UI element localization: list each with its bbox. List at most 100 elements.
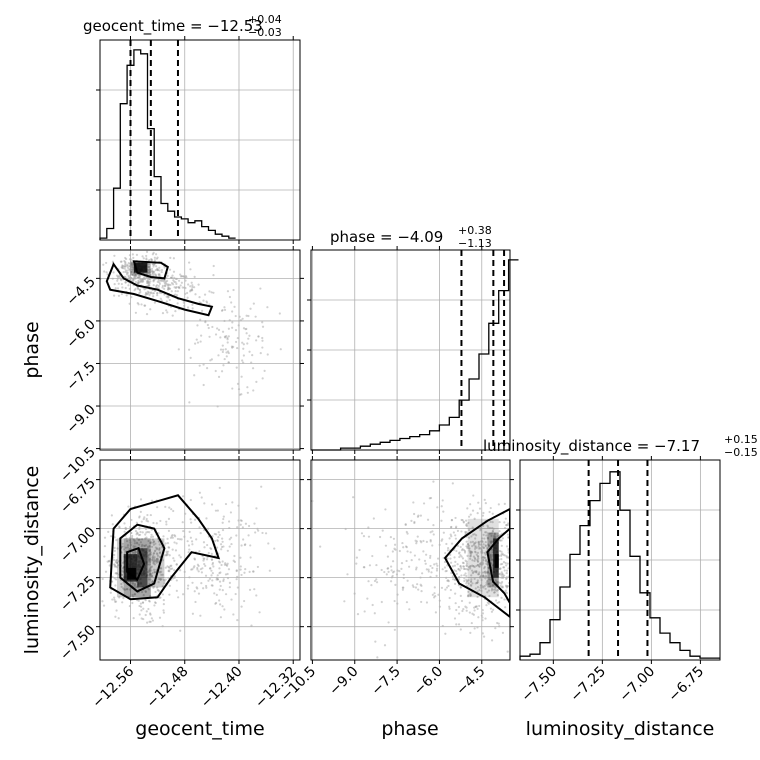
sample-point [160,573,163,576]
sample-point [427,568,430,571]
sample-point [148,531,151,534]
sample-point [149,578,152,581]
sample-point [204,564,207,567]
sample-point [158,577,162,580]
sample-point [190,281,193,284]
sample-point [164,542,167,545]
sample-point [504,606,507,609]
sample-point [423,559,427,562]
sample-point [437,557,440,560]
sample-point [194,293,197,296]
sample-point [489,556,493,560]
density-cell [487,532,499,588]
sample-point [200,496,203,499]
sample-point [175,579,178,582]
sample-point [458,551,461,554]
sample-point [141,543,144,546]
sample-point [490,562,493,565]
sample-point [476,607,479,610]
sample-point [150,259,153,262]
sample-point [151,556,154,559]
density-cell [494,554,499,568]
sample-point [200,571,203,574]
sample-point [402,586,405,589]
sample-point [194,342,197,345]
sample-point [498,581,501,584]
sample-point [490,589,493,592]
sample-point [167,284,170,287]
sample-point [471,526,474,529]
sample-point [496,601,499,605]
sample-point [166,279,169,282]
sample-point [142,617,145,621]
sample-point [471,545,474,548]
sample-point [241,341,244,344]
sample-point [468,611,471,614]
sample-point [460,599,464,603]
sample-point [165,295,168,298]
sample-point [484,541,487,544]
sample-point [449,588,452,592]
sample-point [215,533,218,536]
sample-point [210,503,214,506]
xlabel-geocent-time: geocent_time [135,718,264,740]
sample-point [210,574,213,577]
xtick-label-luminosity_distance: −7.00 [617,664,659,706]
sample-point [255,594,258,597]
sample-point [483,570,486,574]
sample-point [212,264,215,268]
sample-point [171,548,174,551]
sample-point [139,278,142,281]
sample-point [370,584,373,587]
sample-point [180,538,183,541]
sample-point [147,558,150,562]
sample-point [120,279,123,282]
sample-point [243,543,246,547]
sample-point [108,564,111,567]
scatter-cloud-geocent_time-phase [100,250,282,408]
quantile-layer [129,40,649,660]
sample-point [167,283,170,286]
sample-point [122,545,125,548]
sample-point [115,561,119,564]
sample-point [471,559,474,562]
sample-point [213,532,216,536]
sample-point [472,565,475,568]
sample-point [140,303,143,306]
sample-point [152,280,155,283]
sample-point [465,578,468,581]
sample-point [138,515,141,518]
sample-point [429,564,432,568]
sample-point [186,587,189,590]
sample-point [373,612,376,615]
sample-point [152,560,156,563]
sample-point [217,560,221,563]
sample-point [136,532,139,535]
sample-point [465,574,468,578]
sample-point [155,265,158,268]
sample-point [156,557,159,560]
sample-point [522,583,524,585]
sample-point [444,632,447,635]
sample-point [214,509,218,512]
sample-point [113,283,116,286]
sample-point [148,268,151,271]
sample-point [167,529,171,532]
sample-point [226,338,229,341]
sample-point [463,574,466,577]
sample-point [494,627,497,630]
sample-point [453,617,457,620]
sample-point [241,317,244,320]
sample-point [147,553,150,556]
sample-point [481,514,485,517]
sample-point [211,584,214,587]
sample-point [158,266,161,269]
sample-point [152,562,155,565]
sample-point [159,596,162,599]
sample-point [482,543,485,546]
sample-point [202,559,205,562]
title-luminosity-distance-sup: +0.15 [724,433,758,446]
sample-point [139,290,142,294]
sample-point [451,482,454,485]
sample-point [432,533,435,536]
